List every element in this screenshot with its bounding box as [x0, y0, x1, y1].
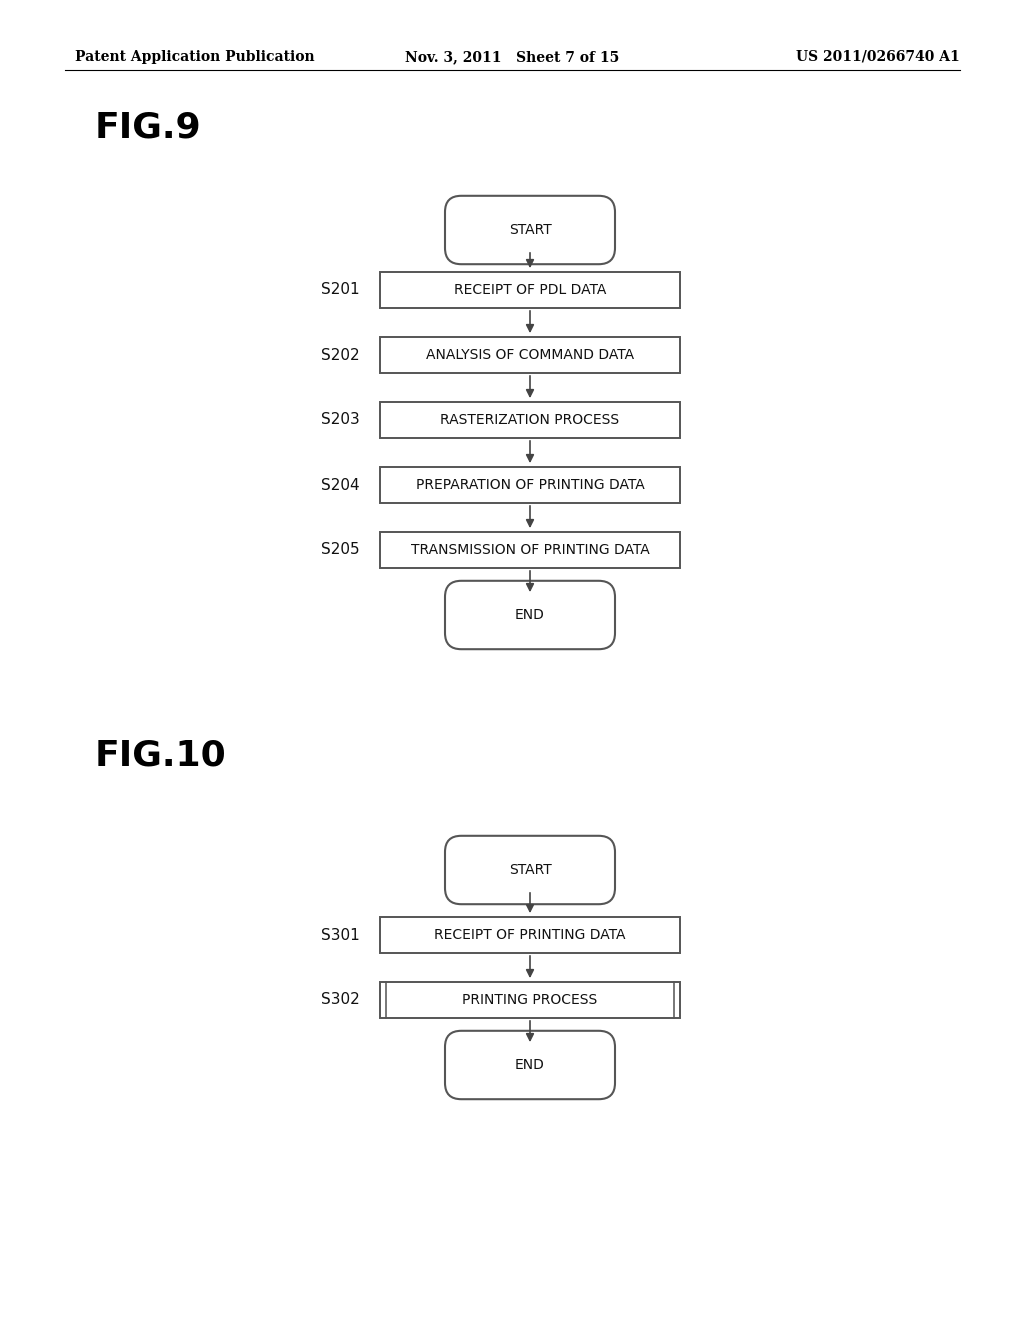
FancyBboxPatch shape [380, 272, 680, 308]
Text: S203: S203 [322, 412, 360, 428]
FancyBboxPatch shape [380, 982, 680, 1018]
FancyBboxPatch shape [380, 467, 680, 503]
Text: RECEIPT OF PDL DATA: RECEIPT OF PDL DATA [454, 282, 606, 297]
Text: END: END [515, 1059, 545, 1072]
FancyBboxPatch shape [445, 836, 615, 904]
Text: Patent Application Publication: Patent Application Publication [75, 50, 314, 63]
FancyBboxPatch shape [380, 532, 680, 568]
Text: Nov. 3, 2011   Sheet 7 of 15: Nov. 3, 2011 Sheet 7 of 15 [404, 50, 620, 63]
Text: S301: S301 [322, 928, 360, 942]
Text: FIG.9: FIG.9 [95, 111, 202, 145]
Text: US 2011/0266740 A1: US 2011/0266740 A1 [797, 50, 961, 63]
Text: PREPARATION OF PRINTING DATA: PREPARATION OF PRINTING DATA [416, 478, 644, 492]
FancyBboxPatch shape [380, 403, 680, 438]
Text: S302: S302 [322, 993, 360, 1007]
Text: PRINTING PROCESS: PRINTING PROCESS [463, 993, 598, 1007]
Text: FIG.10: FIG.10 [95, 738, 226, 772]
FancyBboxPatch shape [445, 581, 615, 649]
FancyBboxPatch shape [380, 337, 680, 374]
FancyBboxPatch shape [445, 195, 615, 264]
Text: S202: S202 [322, 347, 360, 363]
Text: START: START [509, 863, 551, 876]
Text: ANALYSIS OF COMMAND DATA: ANALYSIS OF COMMAND DATA [426, 348, 634, 362]
Text: S204: S204 [322, 478, 360, 492]
Text: S201: S201 [322, 282, 360, 297]
Text: RASTERIZATION PROCESS: RASTERIZATION PROCESS [440, 413, 620, 426]
Text: TRANSMISSION OF PRINTING DATA: TRANSMISSION OF PRINTING DATA [411, 543, 649, 557]
Text: RECEIPT OF PRINTING DATA: RECEIPT OF PRINTING DATA [434, 928, 626, 942]
Text: START: START [509, 223, 551, 238]
Text: S205: S205 [322, 543, 360, 557]
Text: END: END [515, 609, 545, 622]
FancyBboxPatch shape [445, 1031, 615, 1100]
FancyBboxPatch shape [380, 917, 680, 953]
